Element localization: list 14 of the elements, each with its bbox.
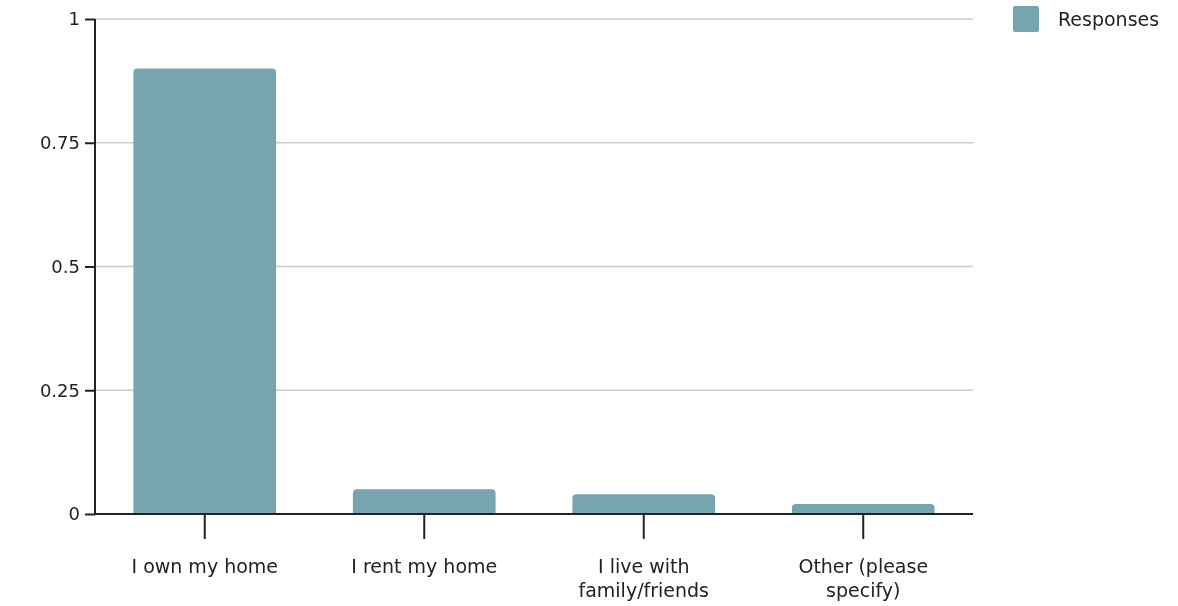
- y-tick-label: 0: [68, 503, 80, 525]
- y-tick-label: 0.5: [51, 255, 80, 277]
- x-tick-label: I live with family/friends: [578, 555, 710, 601]
- y-tick-label: 0.75: [39, 132, 80, 154]
- x-tick-label: I rent my home: [351, 555, 498, 577]
- bar: [133, 68, 277, 514]
- y-tick-label: 1: [68, 8, 80, 30]
- bar: [791, 504, 935, 514]
- x-tick-label: Other (please specify): [798, 555, 929, 601]
- y-tick-label: 0.25: [39, 379, 80, 401]
- x-tick-label: I own my home: [131, 555, 279, 577]
- legend-label: Responses: [1058, 8, 1160, 30]
- bar: [352, 489, 496, 514]
- bar: [572, 494, 716, 514]
